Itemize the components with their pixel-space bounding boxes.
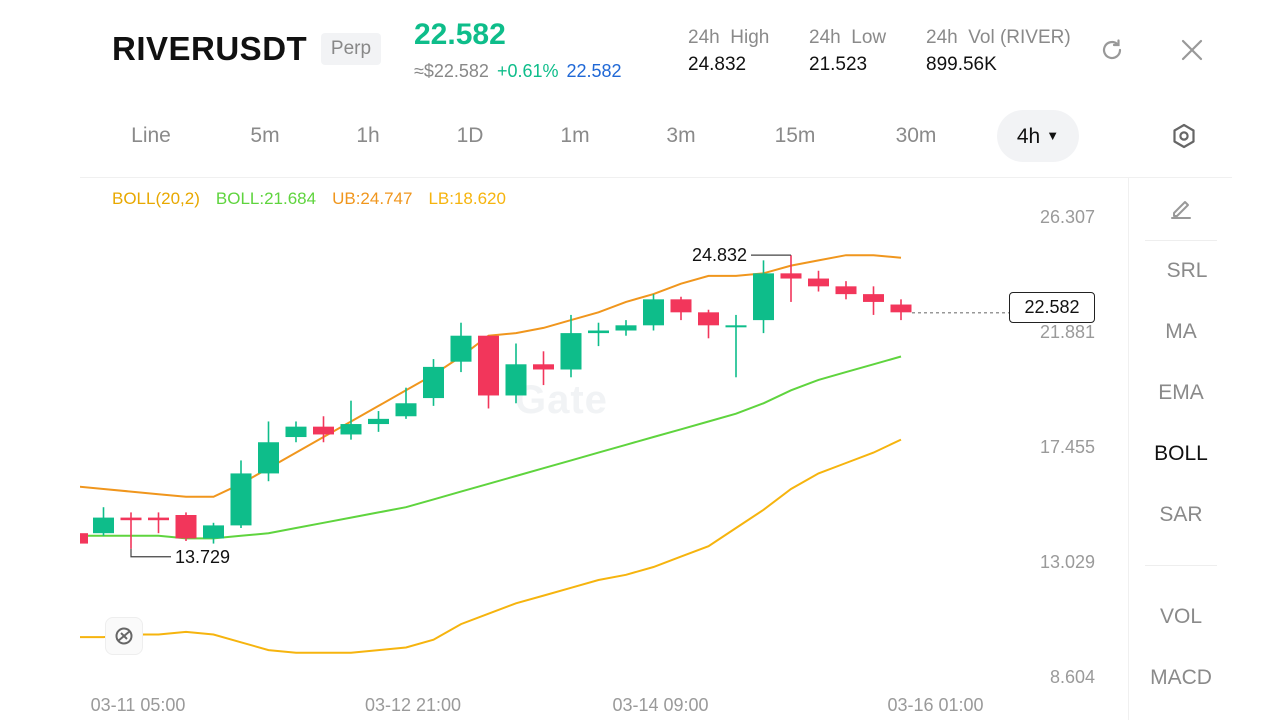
separator [1145, 240, 1217, 241]
candle-body [780, 273, 802, 279]
candle-body [93, 517, 114, 534]
candle-body [450, 335, 472, 362]
y-axis-tick-label: 8.604 [1050, 667, 1095, 687]
tab-30m[interactable]: 30m [895, 124, 937, 147]
candle-body [753, 273, 774, 321]
candle-body [835, 286, 857, 295]
boll-mid-value: BOLL:21.684 [215, 189, 317, 208]
price-sub-row: ≈$22.582 +0.61% 22.582 [414, 61, 622, 82]
stat-label: 24h Vol (RIVER) [926, 27, 1071, 48]
stat-value: 899.56K [926, 54, 997, 75]
candle-body [368, 418, 389, 425]
indicator-srl[interactable]: SRL [1166, 259, 1208, 282]
candle-body [533, 364, 554, 370]
indicator-vol[interactable]: VOL [1159, 605, 1203, 628]
candle-body [725, 325, 747, 328]
candle-body [670, 299, 692, 313]
tab-1d[interactable]: 1D [456, 124, 484, 147]
indicator-macd[interactable]: MACD [1150, 666, 1212, 689]
indicator-legend: BOLL(20,2) BOLL:21.684 UB:24.747 LB:18.620 [112, 189, 522, 209]
candle-body [890, 304, 912, 313]
pencil-icon[interactable] [1165, 192, 1197, 224]
candle-body [148, 517, 169, 521]
indicator-ema[interactable]: EMA [1158, 381, 1204, 404]
y-axis-tick-label: 13.029 [1040, 552, 1095, 572]
high-marker-label: 24.832 [692, 245, 747, 265]
boll-upper-value: UB:24.747 [332, 189, 413, 208]
tab-4h-label: 4h [1016, 125, 1041, 148]
candle-body [505, 364, 527, 396]
refresh-icon[interactable] [1096, 34, 1128, 66]
candle-body [698, 312, 719, 326]
close-icon[interactable] [1176, 34, 1208, 66]
watermark-logo: Gate [515, 378, 608, 422]
candle-body [588, 330, 609, 334]
last-price: 22.582 [414, 18, 506, 51]
candle-body [423, 366, 444, 399]
candle-body [203, 525, 224, 539]
low-marker-label: 13.729 [175, 547, 230, 567]
indicator-ma[interactable]: MA [1165, 320, 1197, 343]
symbol-title: RIVERUSDT [112, 30, 308, 67]
indicator-boll[interactable]: BOLL [1154, 442, 1208, 465]
boll-params: BOLL(20,2) [112, 189, 200, 208]
timeframe-tabs: Line 5m 1h 1D 1m 3m 15m 30m 4h ▼ [80, 110, 1230, 166]
contract-type-badge: Perp [321, 33, 381, 65]
y-axis-tick-label: 17.455 [1040, 437, 1095, 457]
stat-label: 24h High [688, 27, 770, 48]
candle-body [808, 278, 829, 287]
tab-3m[interactable]: 3m [666, 124, 696, 147]
candle-body [560, 333, 582, 370]
price-change-percent: +0.61% [496, 61, 559, 81]
candle-body [175, 515, 197, 539]
stat-24h-volume: 24h Vol (RIVER) 899.56K [926, 27, 1071, 76]
caret-down-icon: ▼ [1046, 128, 1060, 143]
y-axis-tick-label: 26.307 [1040, 207, 1095, 227]
stat-24h-high: 24h High 24.832 [688, 27, 769, 76]
stat-value: 24.832 [688, 54, 747, 75]
candle-body [313, 426, 334, 435]
candle-body [285, 426, 307, 438]
candle-body [230, 473, 252, 526]
x-axis-tick-label: 03-12 21:00 [365, 695, 461, 715]
current-price-tag: 22.582 [1009, 292, 1095, 323]
candle-body [395, 403, 417, 417]
low-marker-line [130, 548, 171, 558]
y-axis-tick-label: 21.881 [1040, 322, 1095, 342]
candle-body [478, 335, 499, 396]
candle-body [615, 325, 637, 331]
candle-body [643, 299, 664, 326]
tab-line[interactable]: Line [131, 124, 171, 147]
stat-label: 24h Low [809, 27, 887, 48]
tab-4h-active[interactable]: 4h ▼ [997, 110, 1079, 162]
tab-5m[interactable]: 5m [250, 124, 280, 147]
stat-24h-low: 24h Low 21.523 [809, 27, 886, 76]
divider [80, 177, 1232, 178]
approx-usd-price: ≈$22.582 [414, 61, 489, 81]
stat-value: 21.523 [809, 54, 868, 75]
candle-body [863, 294, 884, 302]
x-axis-tick-label: 03-11 05:00 [91, 695, 186, 715]
globe-chart-mode-icon[interactable] [105, 617, 143, 655]
x-axis-tick-label: 03-14 09:00 [612, 695, 708, 715]
boll-lower-line [80, 438, 902, 654]
tab-15m[interactable]: 15m [774, 124, 816, 147]
indicator-sar[interactable]: SAR [1159, 503, 1203, 526]
boll-lower-value: LB:18.620 [428, 189, 506, 208]
indicator-side-panel: SRL MA EMA BOLL SAR VOL MACD [1128, 178, 1232, 720]
separator [1145, 565, 1217, 566]
price-chart[interactable]: 26.307 21.881 17.455 13.029 8.604 03-11 05:00… [0, 0, 1128, 720]
candle-body [80, 533, 88, 544]
x-axis-tick-label: 03-16 01:00 [887, 695, 983, 715]
candle-body [258, 442, 279, 474]
header: RIVERUSDT Perp 22.582 ≈$22.582 +0.61% 22.5… [0, 0, 1280, 100]
tab-1m[interactable]: 1m [560, 124, 590, 147]
tab-1h[interactable]: 1h [356, 124, 380, 147]
candle-body [120, 517, 142, 521]
candle-body [340, 424, 362, 435]
mark-price: 22.582 [566, 61, 622, 81]
hexagon-settings-icon[interactable] [1168, 120, 1200, 152]
